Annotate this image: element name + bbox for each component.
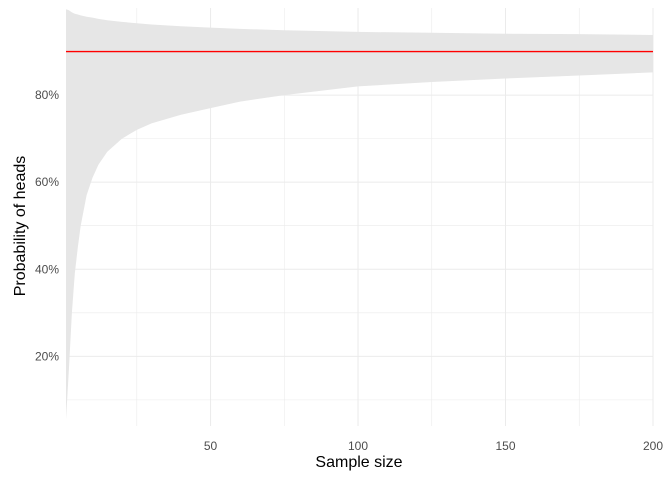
x-tick-label: 100: [348, 439, 368, 453]
y-tick-label: 20%: [35, 349, 59, 363]
y-axis-title: Probability of heads: [12, 156, 29, 297]
tick-labels: 50 100 150 200 20% 40% 60% 80%: [35, 88, 663, 453]
confidence-ribbon: [66, 9, 653, 420]
x-axis-title: Sample size: [315, 454, 402, 471]
x-tick-label: 50: [204, 439, 218, 453]
y-tick-label: 40%: [35, 262, 59, 276]
x-tick-label: 150: [495, 439, 515, 453]
y-tick-label: 80%: [35, 88, 59, 102]
plot-marks: [66, 9, 653, 420]
x-tick-label: 200: [643, 439, 663, 453]
y-tick-label: 60%: [35, 175, 59, 189]
